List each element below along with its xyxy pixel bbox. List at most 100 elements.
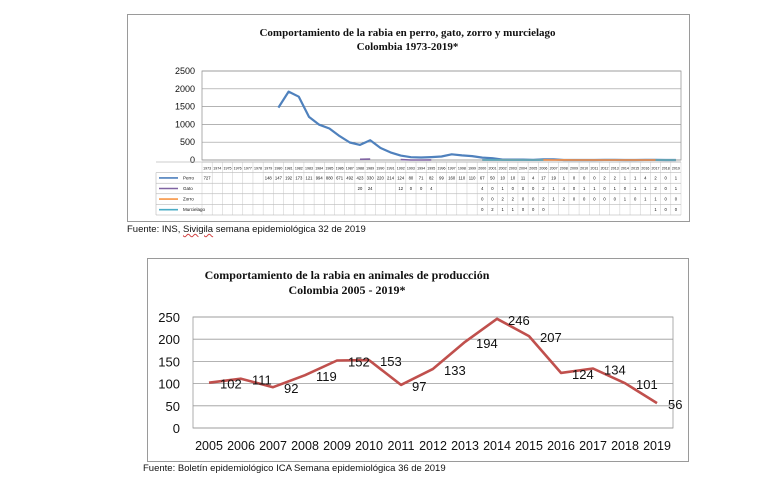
chart2-y-tick-5: 250 bbox=[158, 310, 180, 325]
chart1-table-cell-murcielago-33: 0 bbox=[542, 207, 545, 212]
chart1-table-cell-perro-10: 121 bbox=[306, 175, 314, 180]
chart1-table-cell-murcielago-32: 0 bbox=[532, 207, 535, 212]
chart1-x-tick-10: 1983 bbox=[305, 167, 313, 171]
chart1-table-cell-perro-39: 2 bbox=[603, 175, 606, 180]
chart2-y-tick-0: 0 bbox=[173, 421, 180, 436]
chart1-table-cell-gato-22: 4 bbox=[430, 186, 433, 191]
chart1-table-cell-zorro-46: 0 bbox=[675, 197, 678, 202]
chart2-data-label-10: 207 bbox=[540, 330, 562, 345]
chart1-x-tick-45: 2018 bbox=[662, 167, 670, 171]
chart1-table-cell-zorro-31: 0 bbox=[522, 197, 525, 202]
chart1-table-cell-gato-15: 20 bbox=[358, 186, 363, 191]
chart1-table-cell-perro-17: 220 bbox=[377, 175, 385, 180]
chart1-table-cell-zorro-38: 0 bbox=[593, 197, 596, 202]
chart1-x-tick-4: 1977 bbox=[244, 167, 252, 171]
chart1-table-cell-perro-29: 10 bbox=[500, 175, 505, 180]
chart1-x-tick-1: 1974 bbox=[213, 167, 221, 171]
chart1-legend-label-zorro: Zorro bbox=[183, 197, 194, 202]
chart1-table-cell-murcielago-29: 1 bbox=[501, 207, 504, 212]
chart1-table-cell-perro-32: 4 bbox=[532, 175, 535, 180]
chart1-table-cell-perro-9: 173 bbox=[295, 175, 303, 180]
chart1-table-cell-perro-22: 82 bbox=[429, 175, 434, 180]
chart1-x-tick-25: 1998 bbox=[458, 167, 466, 171]
chart2-x-tick-0: 2005 bbox=[195, 439, 223, 453]
chart1-legend-label-murcielago: Murcielago bbox=[183, 207, 206, 212]
chart1-table-cell-zorro-40: 0 bbox=[614, 197, 617, 202]
chart1-table-cell-zorro-45: 0 bbox=[665, 197, 668, 202]
chart1-x-tick-9: 1982 bbox=[295, 167, 303, 171]
chart2-data-label-0: 102 bbox=[220, 377, 242, 392]
chart1-x-tick-5: 1978 bbox=[254, 167, 262, 171]
chart1-table-cell-zorro-33: 2 bbox=[542, 197, 545, 202]
chart1-x-tick-26: 1999 bbox=[468, 167, 476, 171]
chart1-table-cell-perro-43: 4 bbox=[644, 175, 647, 180]
chart1-x-tick-42: 2015 bbox=[631, 167, 639, 171]
chart1-subtitle: Colombia 1973-2019* bbox=[356, 41, 459, 53]
chart1-table-cell-gato-37: 1 bbox=[583, 186, 586, 191]
chart1-x-tick-31: 2004 bbox=[519, 167, 527, 171]
chart1-table-cell-gato-27: 4 bbox=[481, 186, 484, 191]
chart1-source-suffix: semana epidemiológica 32 de 2019 bbox=[213, 224, 366, 235]
chart1-x-tick-30: 2003 bbox=[509, 167, 517, 171]
chart1-x-tick-40: 2013 bbox=[611, 167, 619, 171]
chart1-x-tick-20: 1993 bbox=[407, 167, 415, 171]
chart1-table-cell-perro-8: 192 bbox=[285, 175, 293, 180]
chart1-title: Comportamiento de la rabia en perro, gat… bbox=[259, 27, 556, 39]
chart1-x-tick-44: 2017 bbox=[652, 167, 660, 171]
chart1-source-sivigila: Sivigila bbox=[182, 224, 214, 235]
chart1-table-cell-zorro-36: 0 bbox=[573, 197, 576, 202]
chart1-table-cell-gato-32: 0 bbox=[532, 186, 535, 191]
chart1-table-cell-perro-35: 1 bbox=[563, 175, 566, 180]
chart2-x-tick-2: 2007 bbox=[259, 439, 287, 453]
chart1-source-prefix: Fuente: INS, bbox=[127, 224, 183, 235]
chart1-y-tick-1: 500 bbox=[180, 137, 195, 147]
chart1-table-cell-zorro-42: 0 bbox=[634, 197, 637, 202]
chart1-plot-area bbox=[201, 70, 682, 161]
chart2-x-tick-5: 2010 bbox=[355, 439, 383, 453]
chart1-x-tick-0: 1973 bbox=[203, 167, 211, 171]
chart1-table-cell-perro-26: 110 bbox=[469, 175, 476, 180]
chart1-table-cell-perro-42: 1 bbox=[634, 175, 637, 180]
chart1-table-cell-murcielago-46: 0 bbox=[675, 207, 678, 212]
chart1-title-block: Comportamiento de la rabia en perro, gat… bbox=[127, 26, 688, 54]
chart2-x-tick-3: 2008 bbox=[291, 439, 319, 453]
chart1-table-cell-gato-40: 1 bbox=[614, 186, 617, 191]
chart1-table-cell-murcielago-27: 0 bbox=[481, 207, 484, 212]
chart1-table-cell-gato-33: 2 bbox=[542, 186, 545, 191]
chart1-x-tick-41: 2014 bbox=[621, 167, 629, 171]
chart1-x-tick-43: 2016 bbox=[641, 167, 649, 171]
chart1-table-cell-zorro-32: 0 bbox=[532, 197, 535, 202]
chart1-x-tick-21: 1994 bbox=[417, 167, 425, 171]
chart1-table-cell-gato-46: 1 bbox=[675, 186, 678, 191]
chart1-table-cell-perro-28: 50 bbox=[490, 175, 495, 180]
chart1-x-tick-12: 1985 bbox=[325, 167, 333, 171]
chart1-x-tick-11: 1984 bbox=[315, 167, 323, 171]
chart1-table-cell-gato-20: 0 bbox=[410, 186, 413, 191]
chart1-table-cell-zorro-37: 0 bbox=[583, 197, 586, 202]
chart1-table-cell-zorro-34: 1 bbox=[552, 197, 555, 202]
chart1-x-tick-15: 1988 bbox=[356, 167, 364, 171]
chart1-table-cell-perro-38: 0 bbox=[593, 175, 596, 180]
chart1-y-tick-0: 0 bbox=[190, 155, 195, 165]
chart1-table-cell-perro-34: 19 bbox=[551, 175, 556, 180]
chart1-x-tick-37: 2010 bbox=[580, 167, 588, 171]
chart1-table-cell-gato-45: 0 bbox=[665, 186, 668, 191]
chart1-table-cell-zorro-41: 1 bbox=[624, 197, 627, 202]
chart2-y-tick-2: 100 bbox=[158, 377, 180, 392]
chart1-x-tick-14: 1987 bbox=[346, 167, 354, 171]
chart1-x-tick-7: 1980 bbox=[274, 167, 282, 171]
chart1-table-cell-zorro-44: 1 bbox=[654, 197, 657, 202]
chart1-legend-label-gato: Gato bbox=[183, 186, 193, 191]
chart1-table-cell-perro-31: 11 bbox=[521, 175, 526, 180]
chart1-table-cell-perro-16: 330 bbox=[367, 175, 375, 180]
chart1-table-cell-perro-41: 1 bbox=[624, 175, 627, 180]
chart2-data-label-14: 56 bbox=[668, 397, 682, 412]
chart2-x-tick-9: 2014 bbox=[483, 439, 511, 453]
chart2-x-tick-11: 2016 bbox=[547, 439, 575, 453]
chart1-table-cell-perro-11: 994 bbox=[316, 175, 324, 180]
chart1-table-cell-zorro-35: 2 bbox=[563, 197, 566, 202]
chart1-table-cell-gato-38: 1 bbox=[593, 186, 596, 191]
chart1-x-tick-16: 1989 bbox=[366, 167, 374, 171]
chart1-table-cell-perro-37: 0 bbox=[583, 175, 586, 180]
chart1-table-cell-perro-0: 727 bbox=[204, 175, 212, 180]
